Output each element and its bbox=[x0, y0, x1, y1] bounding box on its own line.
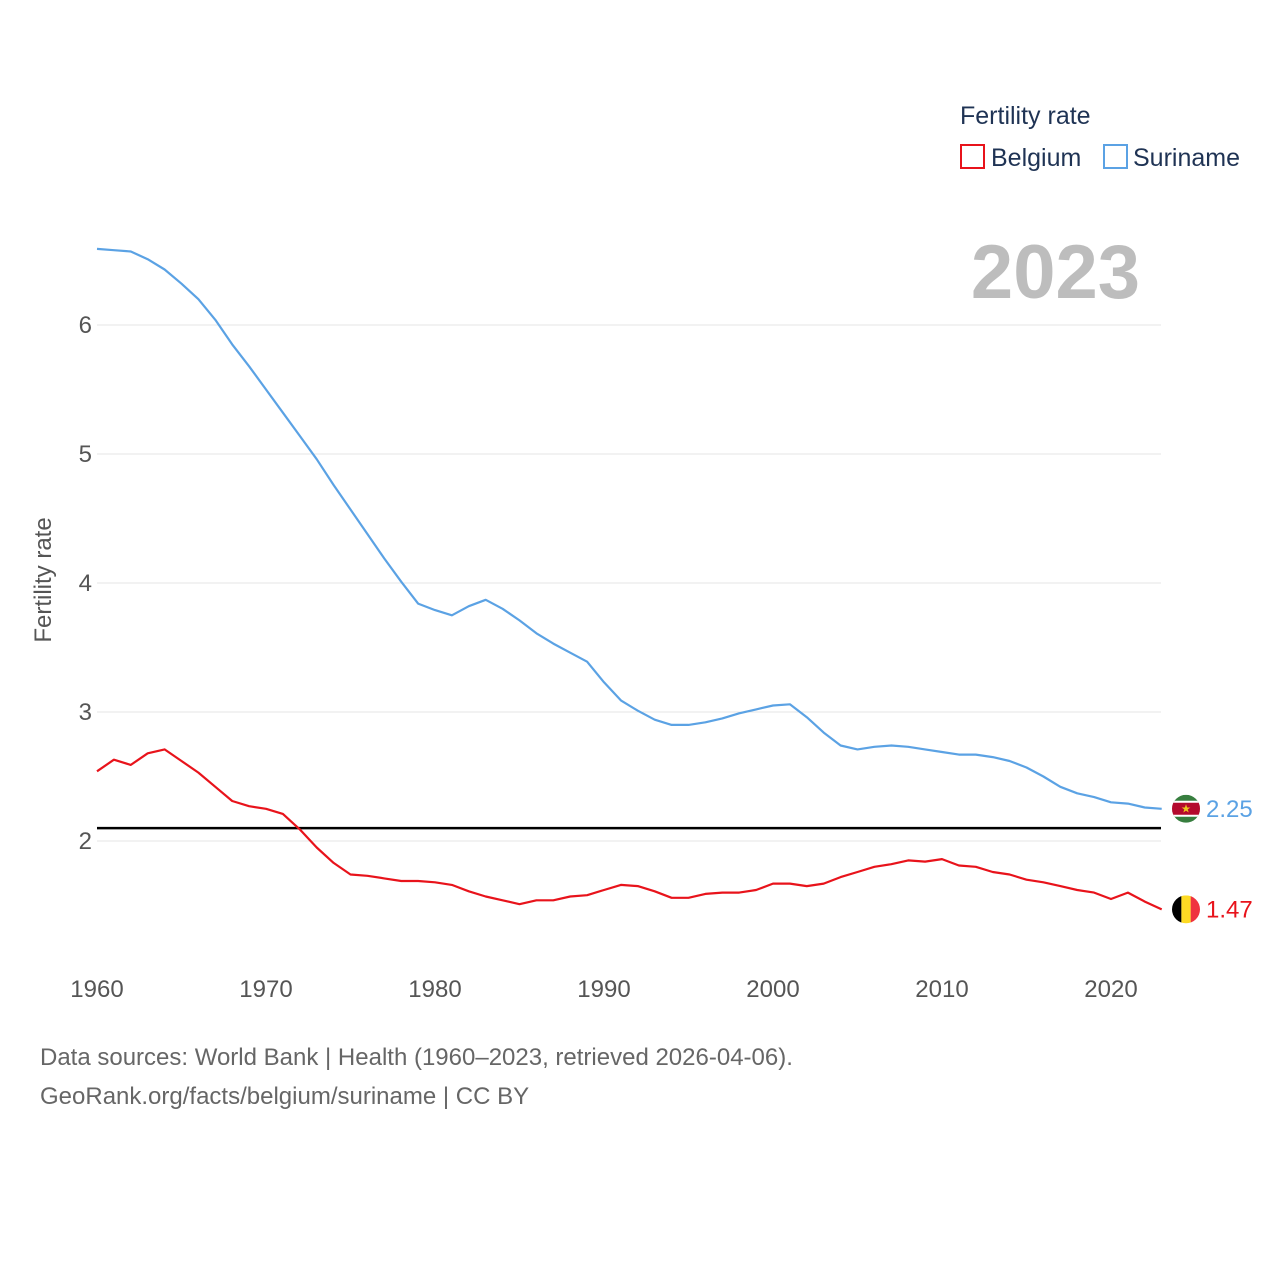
suriname-end-value: 2.25 bbox=[1206, 796, 1253, 823]
x-tick-label: 1990 bbox=[577, 976, 630, 1003]
grid-lines bbox=[97, 324, 1161, 842]
credit-text: GeoRank.org/facts/belgium/suriname | CC … bbox=[40, 1083, 530, 1110]
suriname-series-line bbox=[96, 247, 1162, 810]
x-tick-label: 1960 bbox=[70, 976, 123, 1003]
x-tick-label: 1970 bbox=[239, 976, 292, 1003]
series-lines bbox=[96, 247, 1163, 911]
y-tick-label: 5 bbox=[79, 441, 92, 468]
belgium-end-value: 1.47 bbox=[1206, 896, 1253, 923]
legend-label-belgium[interactable]: Belgium bbox=[991, 144, 1081, 172]
x-axis-ticks: 1960 1970 1980 1990 2000 2010 2020 bbox=[70, 976, 1137, 1003]
year-label: 2023 bbox=[971, 230, 1140, 315]
belgium-series-line bbox=[96, 748, 1163, 911]
data-source-text: Data sources: World Bank | Health (1960–… bbox=[40, 1044, 793, 1071]
x-tick-label: 1980 bbox=[408, 976, 461, 1003]
y-tick-label: 2 bbox=[79, 828, 92, 855]
y-axis-title: Fertility rate bbox=[30, 517, 57, 642]
y-tick-label: 6 bbox=[79, 312, 92, 339]
legend-label-suriname[interactable]: Suriname bbox=[1133, 144, 1240, 172]
x-tick-label: 2000 bbox=[746, 976, 799, 1003]
y-tick-label: 4 bbox=[79, 570, 92, 597]
legend-title: Fertility rate bbox=[960, 102, 1091, 130]
x-tick-label: 2020 bbox=[1084, 976, 1137, 1003]
suriname-flag-icon bbox=[1172, 794, 1200, 823]
belgium-flag-icon bbox=[1172, 895, 1200, 924]
legend-swatch-belgium[interactable] bbox=[960, 144, 985, 169]
legend: Fertility rate Belgium Suriname bbox=[960, 102, 1240, 172]
x-tick-label: 2010 bbox=[915, 976, 968, 1003]
y-axis-ticks: 2 3 4 5 6 bbox=[79, 312, 92, 855]
legend-swatch-suriname[interactable] bbox=[1103, 144, 1128, 169]
y-tick-label: 3 bbox=[79, 699, 92, 726]
